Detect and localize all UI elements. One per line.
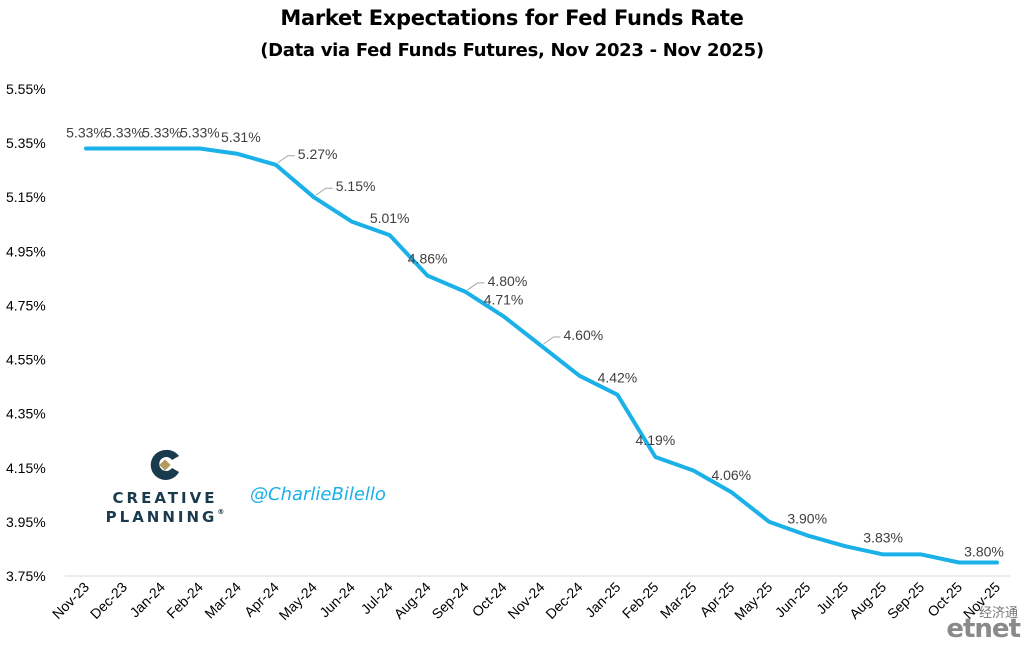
data-label: 5.31% bbox=[221, 129, 261, 145]
y-tick-label: 4.35% bbox=[6, 406, 46, 422]
data-label: 4.71% bbox=[484, 291, 524, 307]
logo-text-planning: PLANNING® bbox=[105, 508, 225, 526]
x-tick-label: Oct-24 bbox=[469, 579, 510, 620]
y-tick-label: 4.75% bbox=[6, 297, 46, 313]
data-label-leader bbox=[277, 155, 295, 164]
x-tick-label: Dec-24 bbox=[542, 579, 585, 622]
chart-subtitle: (Data via Fed Funds Futures, Nov 2023 - … bbox=[260, 40, 764, 61]
y-tick-label: 5.15% bbox=[6, 189, 46, 205]
data-label: 3.80% bbox=[964, 543, 1004, 559]
data-label: 5.33% bbox=[180, 125, 220, 141]
creative-planning-logo-icon bbox=[150, 449, 179, 480]
data-label: 4.80% bbox=[488, 273, 528, 289]
x-tick-label: Mar-25 bbox=[657, 579, 700, 622]
author-handle: @CharlieBilello bbox=[250, 484, 386, 505]
x-tick-label: Jan-24 bbox=[126, 579, 168, 621]
data-label: 5.15% bbox=[336, 178, 376, 194]
x-tick-label: Aug-25 bbox=[846, 579, 889, 622]
data-label: 5.33% bbox=[66, 125, 106, 141]
x-tick-label: Dec-23 bbox=[87, 579, 130, 622]
data-label: 4.42% bbox=[598, 370, 638, 386]
etnet-watermark: 经济通 etnet bbox=[936, 602, 1024, 649]
watermark-etnet-text: etnet bbox=[946, 614, 1021, 644]
x-tick-label: Feb-24 bbox=[163, 579, 206, 622]
data-label: 3.83% bbox=[863, 529, 903, 545]
y-tick-label: 4.55% bbox=[6, 352, 46, 368]
data-label: 4.86% bbox=[408, 251, 448, 267]
y-tick-label: 3.95% bbox=[6, 514, 46, 530]
data-label-leader bbox=[467, 282, 485, 291]
x-tick-label: May-25 bbox=[731, 579, 775, 623]
x-tick-label: Feb-25 bbox=[619, 579, 662, 622]
data-label: 4.06% bbox=[711, 467, 751, 483]
x-tick-label: Jan-25 bbox=[582, 579, 624, 621]
data-label: 3.90% bbox=[787, 510, 827, 526]
y-tick-label: 4.15% bbox=[6, 460, 46, 476]
data-label: 5.01% bbox=[370, 210, 410, 226]
x-tick-label: Aug-24 bbox=[391, 579, 434, 622]
data-label-leader bbox=[543, 336, 561, 345]
data-label-leader bbox=[315, 187, 333, 196]
y-tick-label: 5.35% bbox=[6, 135, 46, 151]
y-tick-label: 3.75% bbox=[6, 568, 46, 584]
x-tick-label: Nov-23 bbox=[49, 579, 92, 622]
x-tick-label: Apr-25 bbox=[696, 579, 737, 620]
x-tick-label: Jun-25 bbox=[772, 579, 814, 621]
x-tick-label: Mar-24 bbox=[201, 579, 244, 622]
data-label: 4.60% bbox=[564, 327, 604, 343]
x-tick-label: Sep-25 bbox=[884, 579, 927, 622]
y-tick-label: 5.55% bbox=[6, 81, 46, 97]
logo-text-creative: CREATIVE bbox=[112, 489, 218, 507]
series-line bbox=[84, 146, 999, 565]
data-label: 4.19% bbox=[636, 432, 676, 448]
x-tick-label: Jun-24 bbox=[316, 579, 358, 621]
creative-planning-logo: CREATIVE PLANNING® bbox=[100, 448, 240, 528]
watermark-chinese-text: 经济通 bbox=[978, 606, 1018, 621]
x-tick-label: May-24 bbox=[276, 579, 320, 623]
data-label: 5.33% bbox=[142, 125, 182, 141]
x-tick-label: Apr-24 bbox=[241, 579, 282, 620]
y-tick-label: 4.95% bbox=[6, 243, 46, 259]
chart-title: Market Expectations for Fed Funds Rate bbox=[280, 6, 744, 30]
data-label: 5.27% bbox=[298, 146, 338, 162]
x-tick-label: Sep-24 bbox=[428, 579, 471, 622]
x-tick-label: Nov-24 bbox=[504, 579, 547, 622]
data-label: 5.33% bbox=[104, 125, 144, 141]
